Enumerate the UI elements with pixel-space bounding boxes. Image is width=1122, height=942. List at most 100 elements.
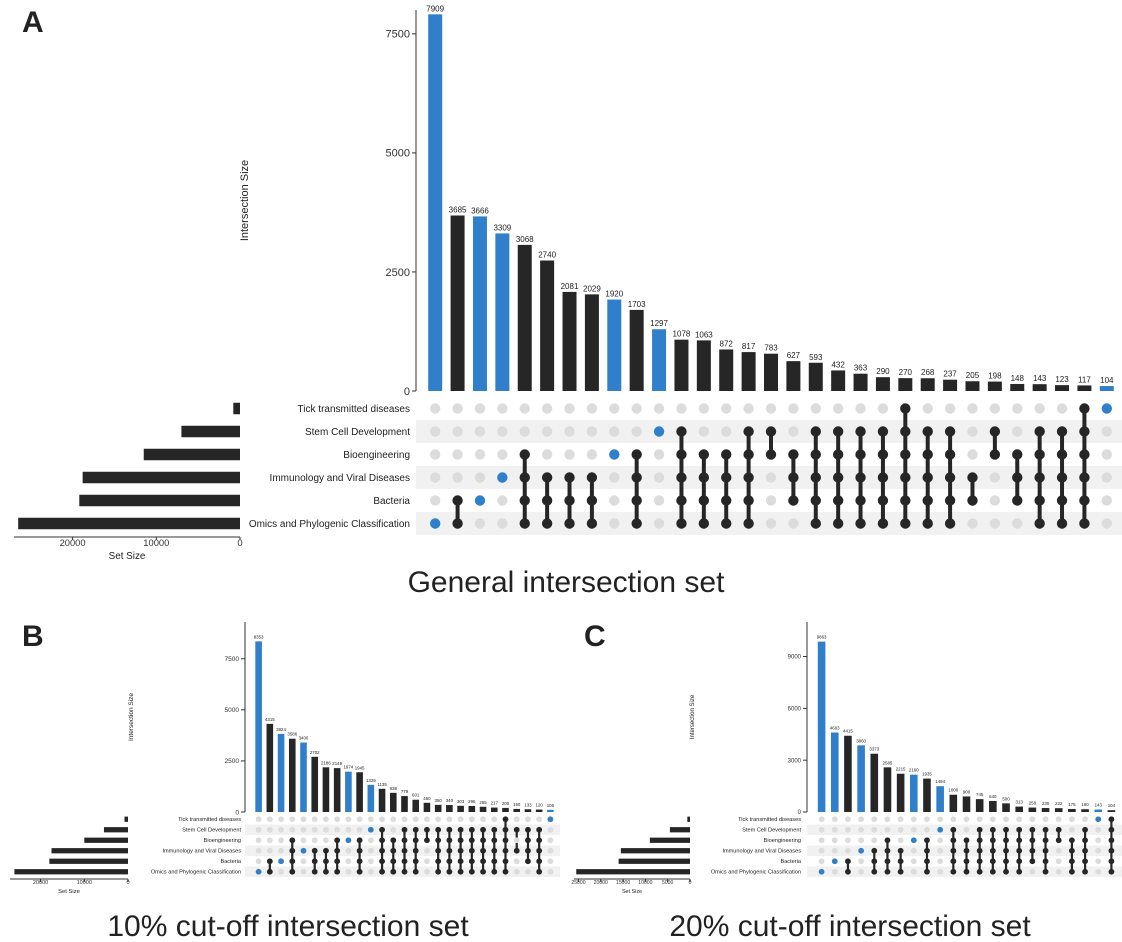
matrix-dot-filled bbox=[989, 868, 996, 875]
bar-value-label: 4315 bbox=[265, 717, 275, 722]
set-label: Immunology and Viral Diseases bbox=[270, 473, 410, 484]
set-size-tick-label: 20000 bbox=[60, 538, 86, 548]
matrix-dot-filled bbox=[1012, 472, 1023, 483]
set-size-bar bbox=[687, 816, 690, 822]
matrix-dot-empty bbox=[334, 816, 341, 823]
matrix-dot-filled bbox=[468, 826, 475, 833]
set-size-bar bbox=[14, 869, 129, 875]
matrix-dot-empty bbox=[1095, 826, 1102, 833]
matrix-dot-empty bbox=[765, 403, 777, 414]
panel-letter: B bbox=[22, 620, 44, 653]
intersection-bar bbox=[446, 805, 453, 812]
intersection-bar bbox=[322, 767, 330, 812]
matrix-dot-filled bbox=[412, 858, 419, 865]
matrix-dot-filled bbox=[1101, 403, 1113, 414]
matrix-dot-empty bbox=[323, 816, 329, 823]
matrix-dot-filled bbox=[877, 472, 889, 483]
matrix-dot-filled bbox=[1029, 858, 1036, 865]
bar-value-label: 133 bbox=[524, 802, 532, 807]
bar-value-label: 270 bbox=[899, 368, 913, 377]
bar-value-label: 2149 bbox=[332, 761, 342, 766]
matrix-dot-filled bbox=[676, 449, 687, 460]
matrix-dot-empty bbox=[1095, 837, 1102, 844]
matrix-dot-empty bbox=[379, 816, 385, 823]
matrix-dot-filled bbox=[810, 449, 821, 460]
matrix-dot-empty bbox=[468, 816, 475, 823]
matrix-dot-empty bbox=[910, 826, 917, 833]
matrix-dot-empty bbox=[698, 426, 710, 437]
matrix-dot-empty bbox=[564, 426, 575, 437]
matrix-dot-filled bbox=[547, 816, 554, 823]
set-size-tick-label: 25000 bbox=[571, 880, 585, 886]
matrix-dot-filled bbox=[832, 449, 844, 460]
matrix-dot-filled bbox=[989, 826, 996, 833]
matrix-dot-filled bbox=[1108, 837, 1115, 844]
bar-value-label: 4603 bbox=[830, 725, 840, 730]
matrix-dot-empty bbox=[1101, 472, 1113, 483]
matrix-dot-filled bbox=[845, 858, 851, 865]
matrix-dot-filled bbox=[468, 868, 475, 875]
set-size-tick-label: 10000 bbox=[143, 538, 169, 548]
matrix-dot-filled bbox=[855, 495, 866, 506]
intersection-bar bbox=[965, 381, 980, 391]
matrix-dot-empty bbox=[858, 868, 865, 875]
bar-value-label: 237 bbox=[943, 370, 957, 379]
bar-value-label: 1935 bbox=[922, 772, 932, 777]
matrix-dot-empty bbox=[255, 858, 262, 865]
bar-value-label: 2081 bbox=[561, 282, 579, 291]
bar-value-label: 350 bbox=[435, 798, 443, 803]
matrix-dot-filled bbox=[457, 826, 464, 833]
intersection-bar bbox=[535, 809, 543, 812]
matrix-dot-filled bbox=[810, 518, 821, 529]
matrix-dot-filled bbox=[435, 847, 442, 854]
matrix-dot-filled bbox=[480, 847, 486, 854]
matrix-dot-filled bbox=[950, 837, 957, 844]
matrix-dot-empty bbox=[323, 837, 329, 844]
matrix-dot-empty bbox=[497, 403, 508, 414]
intersection-bar bbox=[412, 799, 420, 812]
matrix-dot-filled bbox=[491, 858, 498, 865]
matrix-dot-filled bbox=[631, 518, 642, 529]
matrix-dot-empty bbox=[255, 837, 262, 844]
intersection-bar bbox=[1032, 384, 1047, 391]
set-label: Omics and Phylogenic Classification bbox=[711, 870, 801, 876]
matrix-dot-filled bbox=[976, 826, 983, 833]
matrix-dot-empty bbox=[845, 847, 851, 854]
matrix-dot-empty bbox=[435, 816, 442, 823]
matrix-dot-filled bbox=[480, 858, 486, 865]
y-tick-label: 2500 bbox=[386, 267, 410, 279]
set-label: Stem Cell Development bbox=[182, 828, 241, 834]
bar-value-label: 2215 bbox=[896, 767, 906, 772]
bar-value-label: 745 bbox=[976, 792, 984, 797]
matrix-dot-empty bbox=[429, 495, 441, 506]
matrix-dot-filled bbox=[323, 847, 329, 854]
matrix-dot-empty bbox=[1029, 816, 1036, 823]
intersection-bar bbox=[311, 756, 319, 812]
matrix-dot-empty bbox=[424, 858, 430, 865]
matrix-dot-filled bbox=[390, 868, 397, 875]
bar-value-label: 1329 bbox=[366, 778, 376, 783]
panel-letter: A bbox=[22, 6, 44, 39]
matrix-dot-filled bbox=[536, 868, 543, 875]
matrix-dot-filled bbox=[1003, 868, 1009, 875]
bar-value-label: 900 bbox=[963, 789, 971, 794]
matrix-dot-empty bbox=[390, 826, 397, 833]
matrix-dot-filled bbox=[1034, 426, 1045, 437]
matrix-dot-filled bbox=[743, 472, 754, 483]
matrix-dot-empty bbox=[653, 449, 665, 460]
intersection-bar bbox=[401, 796, 408, 812]
matrix-dot-empty bbox=[474, 472, 486, 483]
matrix-dot-filled bbox=[631, 495, 642, 506]
y-tick-label: 3000 bbox=[788, 758, 802, 764]
matrix-dot-filled bbox=[255, 868, 262, 875]
matrix-dot-filled bbox=[609, 449, 620, 460]
intersection-bar bbox=[300, 742, 307, 812]
matrix-dot-filled bbox=[1068, 868, 1075, 875]
matrix-dot-filled bbox=[536, 826, 543, 833]
matrix-dot-empty bbox=[278, 847, 284, 854]
matrix-dot-filled bbox=[525, 847, 531, 854]
matrix-dot-filled bbox=[922, 495, 933, 506]
matrix-dot-filled bbox=[1003, 847, 1009, 854]
matrix-dot-empty bbox=[910, 858, 917, 865]
matrix-dot-empty bbox=[367, 868, 374, 875]
